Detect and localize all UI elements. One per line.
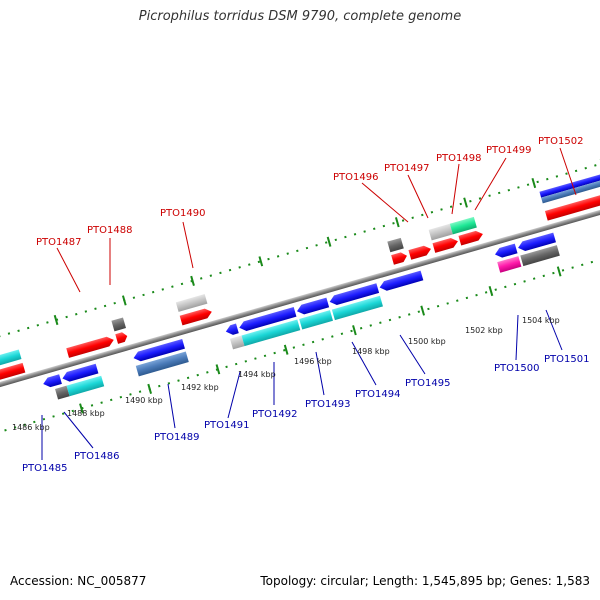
gene-pto1485[interactable] [42, 374, 62, 389]
map-title: Picrophilus torridus DSM 9790, complete … [138, 9, 462, 24]
label-pto1494[interactable]: PTO1494 [355, 389, 400, 400]
gene-pto1495[interactable] [378, 270, 424, 293]
label-pto1486[interactable]: PTO1486 [74, 451, 119, 462]
label-pto1499[interactable]: PTO1499 [486, 145, 531, 156]
gene-pto1493-cyan[interactable] [299, 310, 333, 330]
kbp-label-1494: 1494 kbp [238, 370, 276, 379]
gene-pto1499[interactable] [458, 229, 484, 246]
gene-pto1499-green[interactable] [449, 216, 477, 235]
reverse-leader-lines [41, 309, 563, 460]
gene-fwd-edge[interactable] [0, 362, 26, 383]
label-pto1500[interactable]: PTO1500 [494, 363, 539, 374]
kbp-label-1498: 1498 kbp [352, 347, 390, 356]
forward-major-ticks [53, 158, 600, 326]
kbp-label-1486: 1486 kbp [12, 423, 50, 432]
gene-pto1494-cyan[interactable] [331, 295, 383, 321]
kbp-label-1502: 1502 kbp [465, 326, 503, 335]
gene-pto1498-grey[interactable] [428, 223, 453, 241]
kbp-label-1490: 1490 kbp [125, 396, 163, 405]
gene-pto1500[interactable] [494, 243, 518, 260]
genome-backbone [0, 196, 600, 401]
gene-fwd-edge-cyan[interactable] [0, 349, 22, 369]
gene-pto1502-steel[interactable] [541, 175, 600, 204]
genome-track [0, 153, 600, 443]
gene-pto1486-cyan[interactable] [66, 375, 105, 397]
gene-pto1497[interactable] [408, 244, 432, 260]
gene-pto1498[interactable] [432, 236, 459, 253]
gene-pto1496[interactable] [391, 251, 408, 265]
kbp-label-1496: 1496 kbp [294, 357, 332, 366]
gene-pto1502-blue[interactable] [539, 169, 600, 198]
label-pto1485[interactable]: PTO1485 [22, 463, 67, 474]
label-pto1493[interactable]: PTO1493 [305, 399, 350, 410]
gene-pto1490[interactable] [179, 307, 214, 326]
genome-summary-text: Topology: circular; Length: 1,545,895 bp… [260, 574, 590, 588]
label-pto1501[interactable]: PTO1501 [544, 354, 589, 365]
gene-pto1494[interactable] [328, 283, 380, 306]
label-pto1490[interactable]: PTO1490 [160, 208, 205, 219]
gene-pto1502[interactable] [544, 187, 600, 221]
label-pto1497[interactable]: PTO1497 [384, 163, 429, 174]
label-pto1488[interactable]: PTO1488 [87, 225, 132, 236]
gene-pto1500-magenta[interactable] [497, 256, 522, 273]
accession-text: Accession: NC_005877 [10, 574, 147, 588]
gene-pto1488-grey[interactable] [111, 317, 126, 332]
gene-pto1489-steel[interactable] [135, 351, 189, 377]
forward-genes [0, 169, 600, 383]
forward-leader-lines [56, 147, 577, 293]
gene-pto1488[interactable] [115, 331, 128, 344]
gene-pto1491[interactable] [224, 323, 239, 337]
kbp-label-1504: 1504 kbp [522, 316, 560, 325]
gene-pto1492-cyan[interactable] [241, 319, 301, 347]
gene-pto1501-grey[interactable] [520, 245, 560, 267]
gene-pto1501[interactable] [517, 232, 556, 253]
label-pto1502[interactable]: PTO1502 [538, 136, 583, 147]
label-pto1492[interactable]: PTO1492 [252, 409, 297, 420]
gene-pto1486[interactable] [61, 363, 99, 384]
kbp-label-1488: 1488 kbp [67, 409, 105, 418]
gene-pto1490-grey[interactable] [175, 294, 208, 312]
label-pto1495[interactable]: PTO1495 [405, 378, 450, 389]
gene-pto1489[interactable] [132, 338, 185, 363]
gene-pto1485-grey[interactable] [55, 385, 70, 400]
kbp-label-1500: 1500 kbp [408, 337, 446, 346]
label-pto1498[interactable]: PTO1498 [436, 153, 481, 164]
gene-pto1492[interactable] [238, 307, 297, 333]
label-pto1489[interactable]: PTO1489 [154, 432, 199, 443]
gene-pto1493[interactable] [296, 297, 330, 316]
label-pto1487[interactable]: PTO1487 [36, 237, 81, 248]
gene-pto1487[interactable] [66, 335, 115, 358]
reverse-major-ticks [79, 266, 562, 414]
label-pto1496[interactable]: PTO1496 [333, 172, 378, 183]
kbp-label-1492: 1492 kbp [181, 383, 219, 392]
label-pto1491[interactable]: PTO1491 [204, 420, 249, 431]
gene-pto1496-grey[interactable] [387, 237, 404, 253]
gene-pto1491-grey[interactable] [229, 335, 245, 350]
reverse-genes [42, 232, 560, 400]
